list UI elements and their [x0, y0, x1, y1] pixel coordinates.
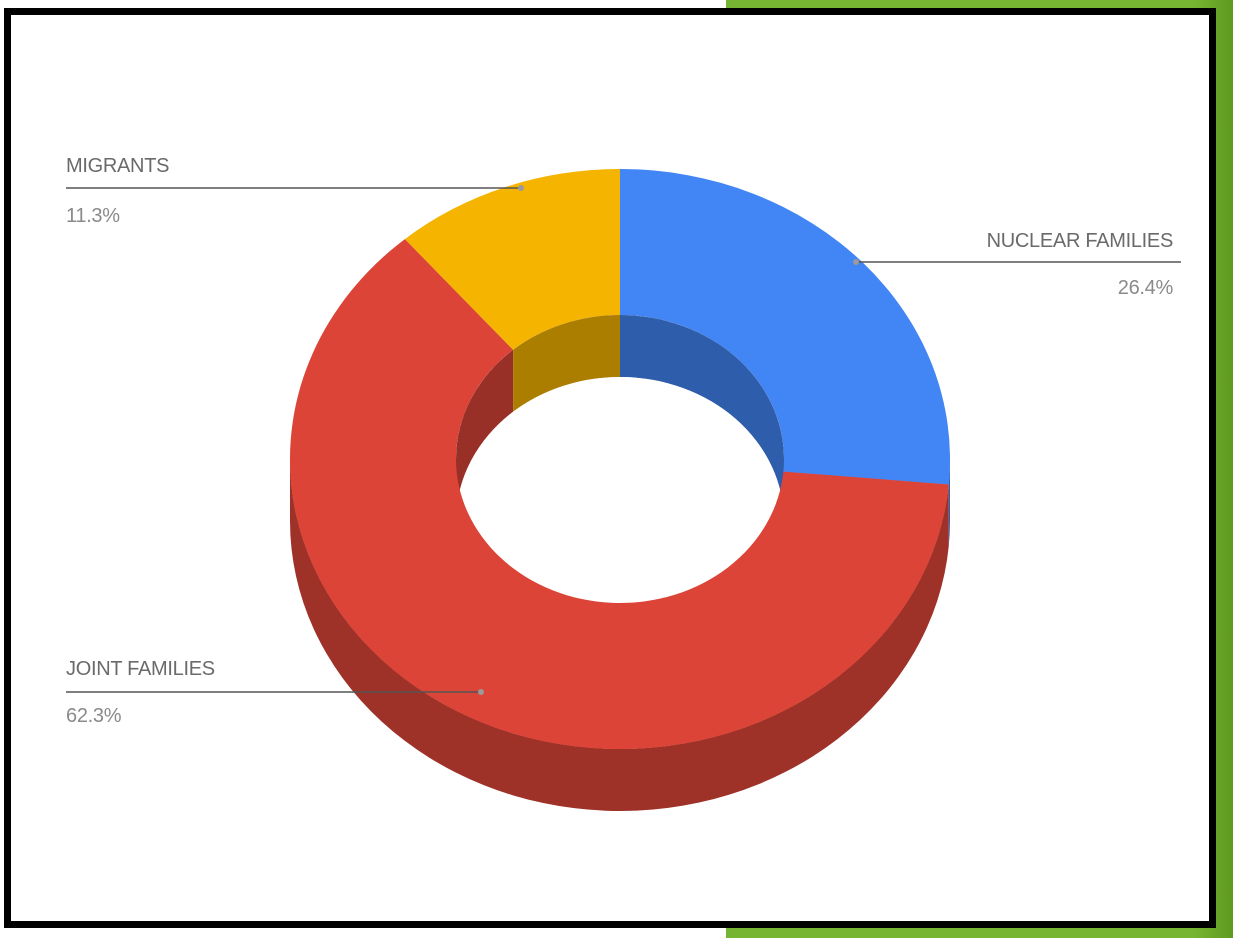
leader-dot-joint-families [478, 689, 484, 695]
donut-chart [66, 169, 1181, 812]
slice-front-joint-families [290, 459, 949, 750]
inner-wall-migrants [513, 315, 620, 412]
label-migrants: MIGRANTS [66, 155, 170, 177]
value-joint-families: 62.3% [66, 705, 122, 727]
value-migrants: 11.3% [66, 205, 120, 227]
label-nuclear-families: NUCLEAR FAMILIES [986, 230, 1174, 252]
slice-migrants [404, 169, 620, 350]
inner-wall-nuclear-families [620, 315, 784, 521]
slice-front-nuclear-families [783, 459, 950, 485]
leader-dot-nuclear-families [853, 259, 859, 265]
label-joint-families: JOINT FAMILIES [66, 658, 215, 680]
slice-nuclear-families [620, 169, 951, 485]
leader-dot-migrants [518, 185, 524, 191]
value-nuclear-families: 26.4% [1117, 277, 1174, 299]
side-wall-nuclear-families [948, 459, 950, 547]
inner-wall-joint-families [456, 349, 514, 521]
side-wall-joint-families [290, 459, 949, 812]
chart-frame: MIGRANTS 11.3% NUCLEAR FAMILIES 26.4% JO… [4, 8, 1216, 928]
